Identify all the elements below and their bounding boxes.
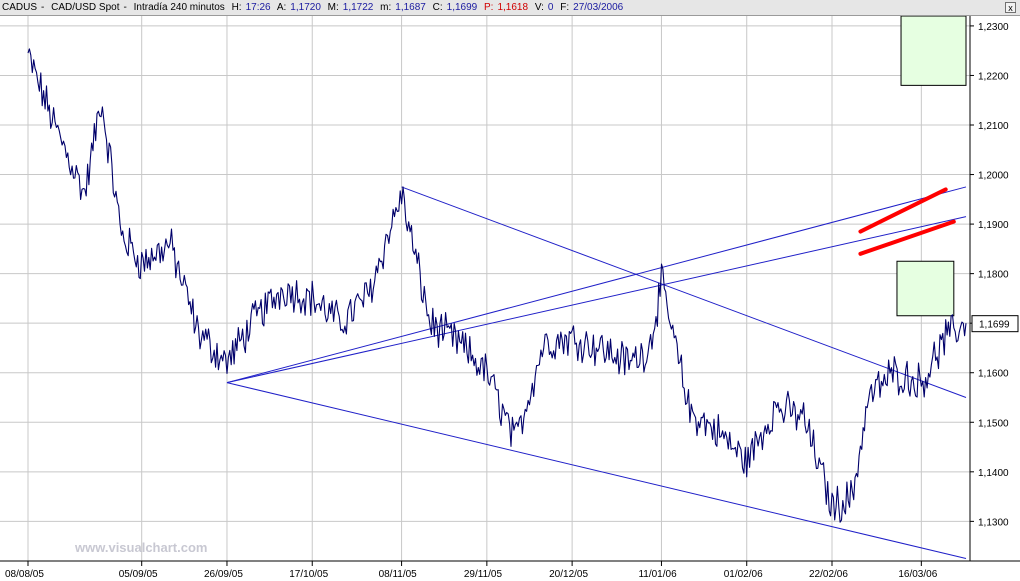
h-label: H: [231, 2, 242, 13]
f-label: F: [560, 2, 570, 13]
last-price-box [971, 315, 1019, 333]
y-axis: 1,13001,14001,15001,16001,17001,18001,19… [970, 22, 1009, 528]
y-tick-label: 1,1900 [978, 220, 1009, 231]
x-tick-label: 26/09/05 [204, 569, 243, 580]
y-tick-label: 1,1300 [978, 517, 1009, 528]
v-label: V: [534, 2, 544, 13]
mn-value: 1,1687 [395, 2, 426, 13]
horizontal-grid [0, 25, 970, 522]
y-tick-label: 1,2300 [978, 22, 1009, 33]
y-tick-label: 1,1800 [978, 270, 1009, 281]
trendline [401, 186, 967, 398]
x-tick-label: 08/08/05 [5, 569, 44, 580]
last-price-label: 1,1699 [979, 320, 1010, 331]
x-tick-label: 22/02/06 [809, 569, 848, 580]
target-zone-box [900, 15, 967, 86]
instrument-description: CAD/USD Spot [51, 2, 120, 13]
m-value: 1,1722 [342, 2, 374, 13]
x-tick-label: 16/03/06 [898, 569, 937, 580]
price-line [27, 48, 967, 523]
v-value: 0 [547, 2, 554, 13]
y-tick-label: 1,1400 [978, 468, 1009, 479]
last-price-marker: 1,1699 [971, 315, 1019, 333]
x-tick-label: 29/11/05 [464, 569, 503, 580]
c-label: C: [432, 2, 443, 13]
y-tick-label: 1,1500 [978, 418, 1009, 429]
trendline [226, 382, 967, 560]
trendline [226, 186, 967, 384]
interval: Intradía 240 minutos [133, 2, 225, 13]
c-value: 1,1699 [446, 2, 478, 13]
x-tick-label: 08/11/05 [379, 569, 418, 580]
f-value: 27/03/2006 [573, 2, 624, 13]
x-tick-label: 05/09/05 [119, 569, 158, 580]
trendline [226, 216, 967, 384]
m-label: M: [327, 2, 339, 13]
y-tick-label: 1,2200 [978, 71, 1009, 82]
mn-label: m: [380, 2, 392, 13]
watermark: www.visualchart.com [74, 540, 207, 555]
price-series [27, 48, 967, 523]
p-label: P: [484, 2, 494, 13]
target-zone-box [896, 260, 955, 317]
plot-background [0, 16, 970, 561]
projection-line [858, 187, 948, 234]
x-tick-label: 11/01/06 [638, 569, 677, 580]
x-tick-label: 20/12/05 [549, 569, 588, 580]
x-tick-label: 17/10/05 [289, 569, 328, 580]
a-label: A: [276, 2, 287, 13]
p-value: 1,1618 [497, 2, 529, 13]
chart-header: CADUS - CAD/USD Spot - Intradía 240 minuto… [0, 0, 1020, 16]
y-tick-label: 1,2000 [978, 171, 1009, 182]
projection-lines [858, 187, 956, 256]
symbol: CADUS [2, 2, 38, 13]
target-zones [896, 15, 967, 317]
trendlines [226, 186, 967, 560]
y-tick-label: 1,1600 [978, 369, 1009, 380]
y-tick-label: 1,2100 [978, 121, 1009, 132]
h-value: 17:26 [245, 2, 271, 13]
x-tick-label: 01/02/06 [724, 569, 763, 580]
x-axis: 08/08/05 05/09/05 26/09/05 17/10/05 08/11/05… [5, 561, 938, 580]
a-value: 1,1720 [290, 2, 321, 13]
close-button[interactable]: x [1005, 2, 1016, 13]
projection-line [858, 219, 956, 256]
